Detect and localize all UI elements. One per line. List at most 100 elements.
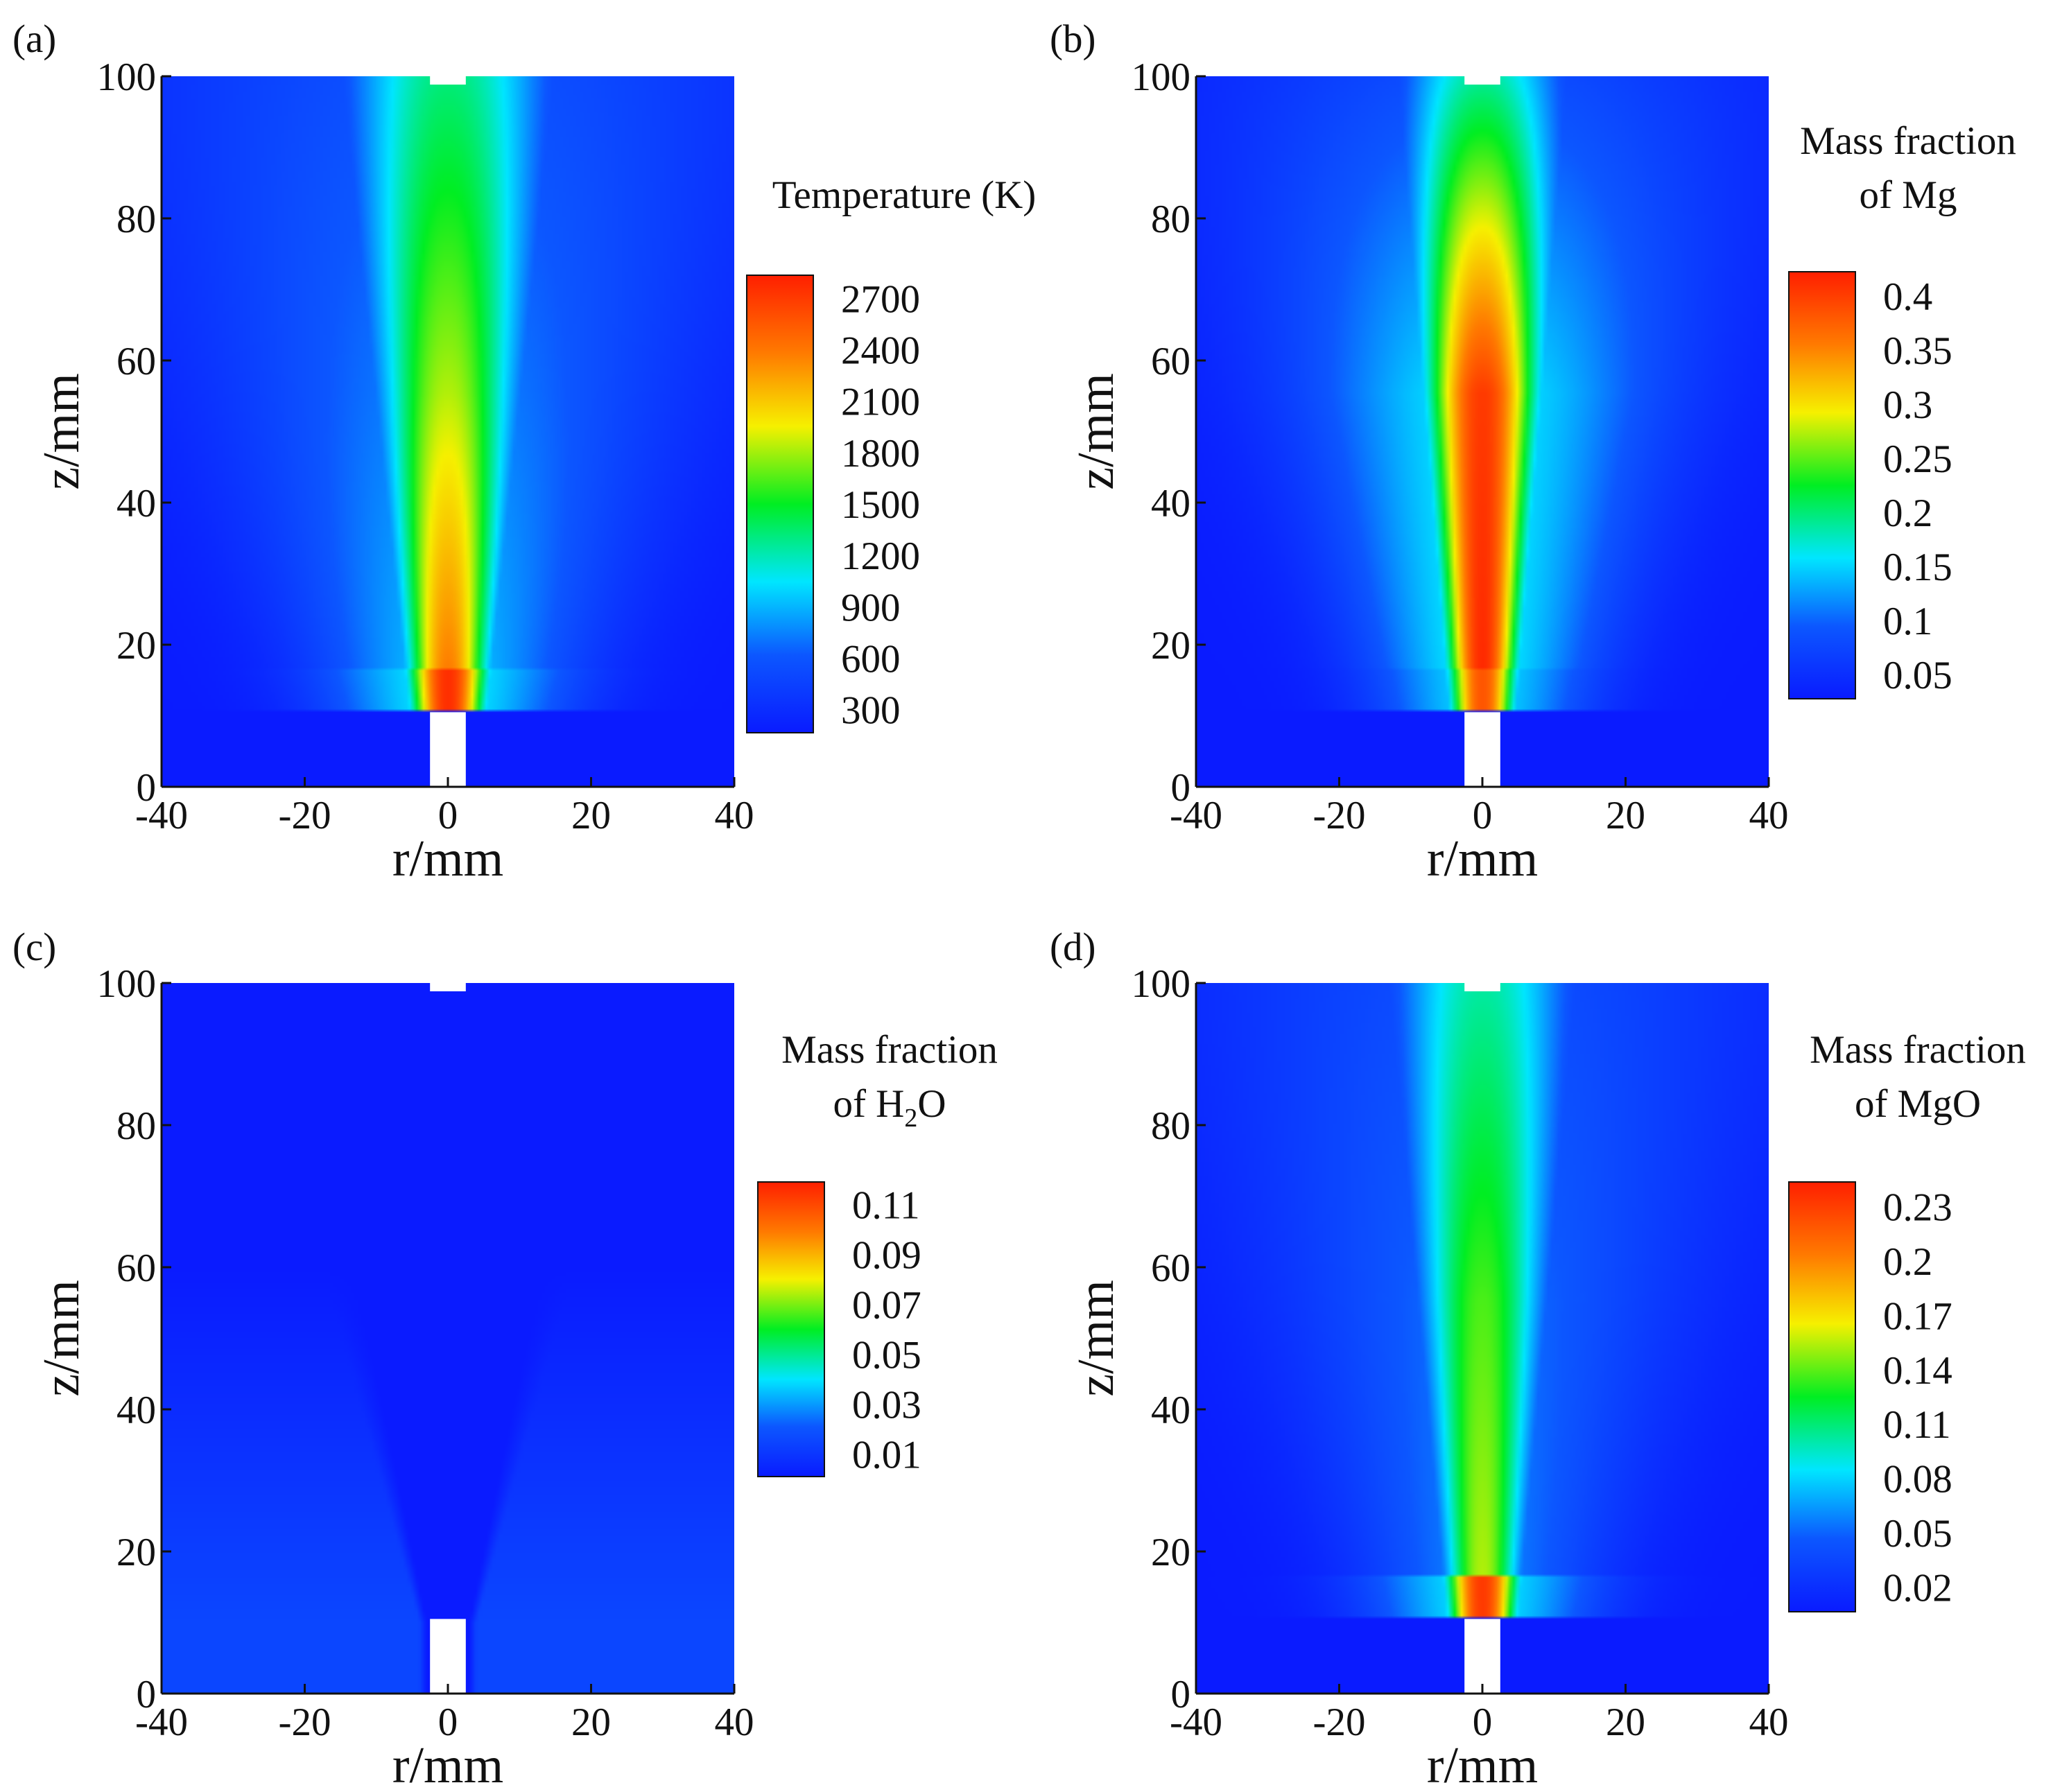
y-tick-label: 80 [1151,198,1190,241]
x-tick-label: 20 [1606,794,1645,837]
colorbar [757,1181,825,1477]
x-axis-label: r/mm [392,830,503,887]
x-tick-label: 20 [571,1700,611,1744]
y-tick-label: 60 [116,340,156,383]
y-tick-label: 100 [1132,55,1191,99]
colorbar [1788,1181,1856,1612]
colorbar [1788,271,1856,699]
y-axis-label: z/mm [1068,373,1125,490]
panel-b: (b) -40 -20 0 20 40 0 20 40 60 80 100 r/mm z/mm 0.4 0.3… [1050,17,2016,887]
x-tick-label: -20 [279,1700,331,1744]
y-tick-label: 80 [116,1104,156,1148]
panel-label: (b) [1050,17,1095,61]
y-tick-label: 0 [137,766,157,810]
outlet-notch [1464,76,1500,85]
colorbar-tick-label: 0.11 [1883,1403,1951,1447]
colorbar-tick-label: 2100 [841,381,920,424]
colorbar-tick-label: 0.17 [1883,1294,1952,1338]
y-tick-label: 80 [116,198,156,241]
nozzle [1464,1619,1500,1694]
colorbar-tick-label: 0.35 [1883,329,1952,373]
x-tick-label: -40 [1170,1700,1222,1744]
x-tick-label: 0 [438,1700,458,1744]
y-tick-label: 40 [116,482,156,525]
y-tick-label: 60 [116,1246,156,1290]
panel-label: (d) [1050,925,1095,969]
panel-d: (d) -40 -20 0 20 40 0 20 40 60 80 100 r/mm z/mm 0.23 0.… [1050,925,2026,1792]
colorbar-tick-label: 0.08 [1883,1458,1952,1502]
colorbar-tick-label: 2700 [841,277,920,321]
y-axis-label: z/mm [33,373,90,490]
x-tick-label: -40 [135,794,188,837]
y-tick-label: 20 [1151,624,1190,668]
x-tick-label: -20 [279,794,331,837]
y-tick-label: 40 [1151,1389,1190,1432]
colorbar-tick-label: 2400 [841,329,920,373]
colorbar-tick-label: 0.2 [1883,1240,1932,1284]
colorbar-tick-label: 0.05 [852,1334,921,1377]
outlet-notch [430,983,466,991]
colorbar-tick-label: 0.11 [852,1183,920,1227]
colorbar-title-line2: of MgO [1855,1082,1981,1126]
colorbar-tick-label: 0.01 [852,1434,921,1477]
colorbar-title-line1: Mass fraction [1810,1028,2026,1072]
y-tick-label: 0 [137,1673,157,1716]
colorbar-title-line2: of Mg [1860,173,1957,217]
contour-field [162,983,734,1694]
colorbar-tick-label: 0.4 [1883,275,1932,319]
outlet-notch [1464,983,1500,991]
y-tick-label: 20 [116,624,156,668]
x-tick-label: -20 [1313,1700,1366,1744]
colorbar-tick-label: 0.07 [852,1283,921,1327]
x-tick-label: 0 [438,794,458,837]
colorbar-title-line2: of H2O [833,1082,946,1133]
panel-a: (a) -40 -20 0 20 40 0 20 40 60 80 100 r/mm z/mm 2700 24… [12,17,1036,887]
colorbar-tick-label: 0.25 [1883,437,1952,481]
x-tick-label: 20 [571,794,611,837]
colorbar [746,275,814,733]
nozzle [430,712,466,787]
y-tick-label: 100 [1132,962,1191,1006]
colorbar-tick-label: 0.02 [1883,1567,1952,1610]
nozzle [430,1619,466,1694]
y-tick-label: 100 [97,55,157,99]
y-tick-label: 20 [116,1531,156,1574]
contour-field [1196,983,1769,1694]
colorbar-tick-label: 0.05 [1883,1512,1952,1556]
x-tick-label: 40 [715,794,754,837]
y-tick-label: 0 [1171,766,1191,810]
y-tick-label: 60 [1151,1246,1190,1290]
y-tick-label: 0 [1171,1673,1191,1716]
colorbar-title-line1: Mass fraction [1800,119,2016,163]
y-tick-label: 40 [1151,482,1190,525]
colorbar-tick-label: 0.3 [1883,383,1932,427]
x-tick-label: 40 [715,1700,754,1744]
colorbar-tick-label: 0.03 [852,1384,921,1427]
panel-label: (a) [12,17,56,61]
colorbar-title-line1: Mass fraction [781,1028,998,1072]
y-tick-label: 20 [1151,1531,1190,1574]
x-tick-label: -40 [1170,794,1222,837]
panel-c: (c) -40 -20 0 20 40 0 20 40 60 80 100 r/mm z/mm 0.11 0.… [12,925,998,1792]
x-tick-label: -40 [135,1700,188,1744]
nozzle [1464,712,1500,787]
colorbar-tick-label: 1800 [841,432,920,476]
y-tick-label: 40 [116,1389,156,1432]
y-tick-label: 100 [97,962,157,1006]
colorbar-tick-label: 300 [841,689,901,733]
colorbar-title: Temperature (K) [772,173,1037,217]
x-tick-label: 0 [1473,794,1493,837]
y-tick-label: 80 [1151,1104,1190,1148]
x-axis-label: r/mm [1427,830,1538,887]
x-tick-label: 40 [1749,794,1789,837]
panel-label: (c) [12,925,56,969]
contour-field [162,76,734,787]
x-axis-label: r/mm [392,1737,503,1792]
colorbar-tick-label: 0.1 [1883,600,1932,643]
colorbar-tick-label: 0.23 [1883,1185,1952,1229]
y-axis-label: z/mm [33,1280,90,1397]
x-tick-label: 40 [1749,1700,1789,1744]
colorbar-tick-label: 1500 [841,483,920,527]
contour-field [1196,76,1769,787]
